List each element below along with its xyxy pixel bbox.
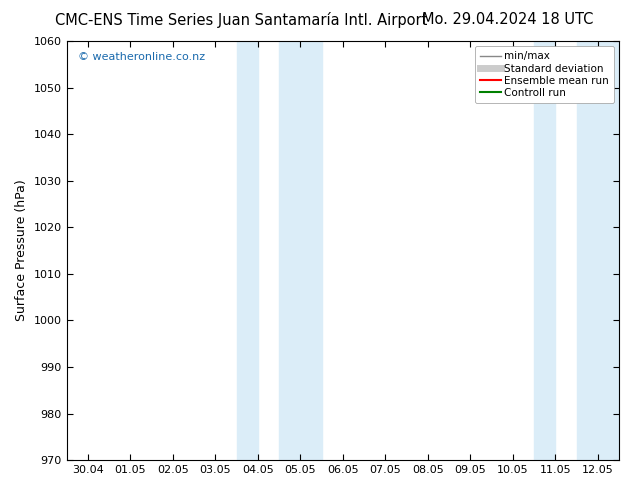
Y-axis label: Surface Pressure (hPa): Surface Pressure (hPa) xyxy=(15,180,28,321)
Bar xyxy=(236,41,258,460)
Text: © weatheronline.co.nz: © weatheronline.co.nz xyxy=(77,51,205,62)
Text: Mo. 29.04.2024 18 UTC: Mo. 29.04.2024 18 UTC xyxy=(422,12,593,27)
Bar xyxy=(534,41,555,460)
Bar xyxy=(279,41,321,460)
Legend: min/max, Standard deviation, Ensemble mean run, Controll run: min/max, Standard deviation, Ensemble me… xyxy=(475,46,614,103)
Text: CMC-ENS Time Series Juan Santamaría Intl. Airport: CMC-ENS Time Series Juan Santamaría Intl… xyxy=(55,12,427,28)
Bar xyxy=(576,41,619,460)
